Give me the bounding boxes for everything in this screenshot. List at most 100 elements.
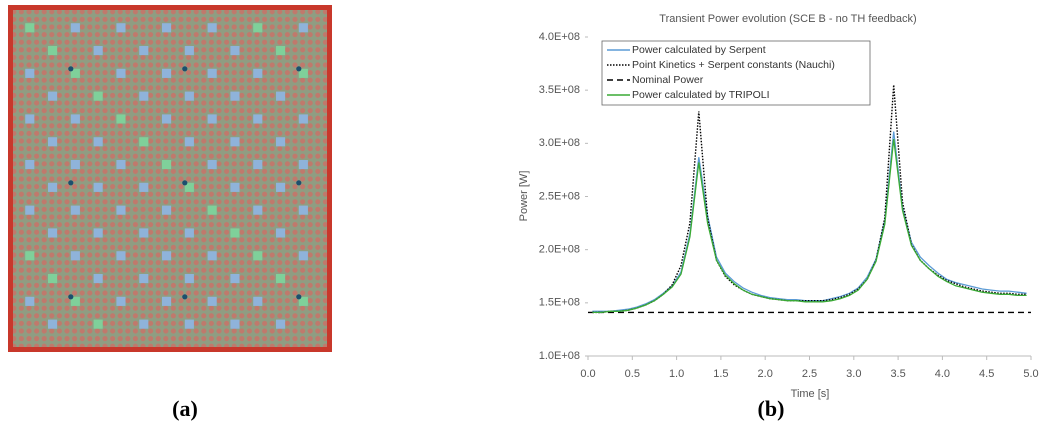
guide-tube [139,91,149,101]
guide-tube [93,274,103,284]
guide-tube [298,296,308,306]
guide-tube [139,182,149,192]
guide-tube [139,274,149,284]
guide-tube [48,274,58,284]
guide-tube [162,296,172,306]
x-tick-label: 0.5 [625,368,640,380]
control-rod [68,66,74,72]
guide-tube [207,68,217,78]
legend-label: Point Kinetics + Serpent constants (Nauc… [632,59,835,71]
x-tick-label: 1.0 [669,368,684,380]
guide-tube [162,205,172,215]
guide-tube [25,205,35,215]
core-pins [13,10,327,347]
guide-tube [253,160,263,170]
guide-tube [93,137,103,147]
guide-tube [230,274,240,284]
guide-tube [162,68,172,78]
guide-tube [298,23,308,33]
x-tick-label: 4.0 [935,368,950,380]
guide-tube [276,91,286,101]
guide-tube [276,46,286,56]
guide-tube [276,228,286,238]
guide-tube [253,114,263,124]
guide-tube [253,23,263,33]
guide-tube [70,68,80,78]
guide-tube [207,296,217,306]
guide-tube [298,114,308,124]
legend-label: Power calculated by Serpent [632,44,766,56]
guide-tube [139,46,149,56]
guide-tube [116,68,126,78]
guide-tube [116,251,126,261]
guide-tube [25,160,35,170]
guide-tube [184,274,194,284]
series-line [592,139,1027,314]
guide-tube [230,137,240,147]
guide-tube [276,137,286,147]
guide-tube [230,228,240,238]
guide-tube [207,251,217,261]
guide-tube [207,205,217,215]
guide-tube [298,160,308,170]
y-tick-label: 2.0E+08 [539,244,580,256]
legend-box [601,40,871,106]
x-tick-label: 4.5 [979,368,994,380]
x-tick-label: 2.0 [758,368,773,380]
core-lattice-image [8,5,332,352]
x-tick-label: 3.5 [890,368,905,380]
guide-tube [230,319,240,329]
control-rod [68,180,74,186]
y-tick-label: 4.0E+08 [539,31,580,43]
control-rod [296,294,302,300]
guide-tube [253,251,263,261]
guide-tube [162,251,172,261]
y-tick-label: 1.0E+08 [539,350,580,362]
control-rod [296,180,302,186]
guide-tube [253,68,263,78]
guide-tube [48,182,58,192]
guide-tube [116,296,126,306]
guide-tube [230,182,240,192]
guide-tube [25,251,35,261]
guide-tube [116,205,126,215]
control-rod [182,180,188,186]
legend-label: Nominal Power [632,74,704,86]
x-tick-label: 1.5 [713,368,728,380]
guide-tube [70,205,80,215]
guide-tube [230,91,240,101]
guide-tube [48,319,58,329]
guide-tube [253,296,263,306]
guide-tube [70,296,80,306]
guide-tube [298,68,308,78]
y-tick-label: 1.5E+08 [539,297,580,309]
control-rod [296,66,302,72]
guide-tube [25,114,35,124]
guide-tube [70,251,80,261]
guide-tube [253,205,263,215]
legend-label: Power calculated by TRIPOLI [632,89,770,101]
guide-tube [184,137,194,147]
guide-tube [162,160,172,170]
guide-tube [25,23,35,33]
guide-tube [230,46,240,56]
guide-tube [93,91,103,101]
x-tick-label: 3.0 [846,368,861,380]
guide-tube [276,274,286,284]
x-tick-label: 2.5 [802,368,817,380]
control-rod [182,66,188,72]
guide-tube [70,23,80,33]
guide-tube [116,23,126,33]
chart-title: Transient Power evolution (SCE B - no TH… [659,13,916,25]
guide-tube [298,205,308,215]
panel-caption: (b) [758,396,785,421]
series-line [592,84,1027,314]
y-tick-label: 3.0E+08 [539,137,580,149]
control-rod [68,294,74,300]
guide-tube [139,137,149,147]
guide-tube [48,46,58,56]
y-tick-label: 3.5E+08 [539,84,580,96]
guide-tube [70,114,80,124]
